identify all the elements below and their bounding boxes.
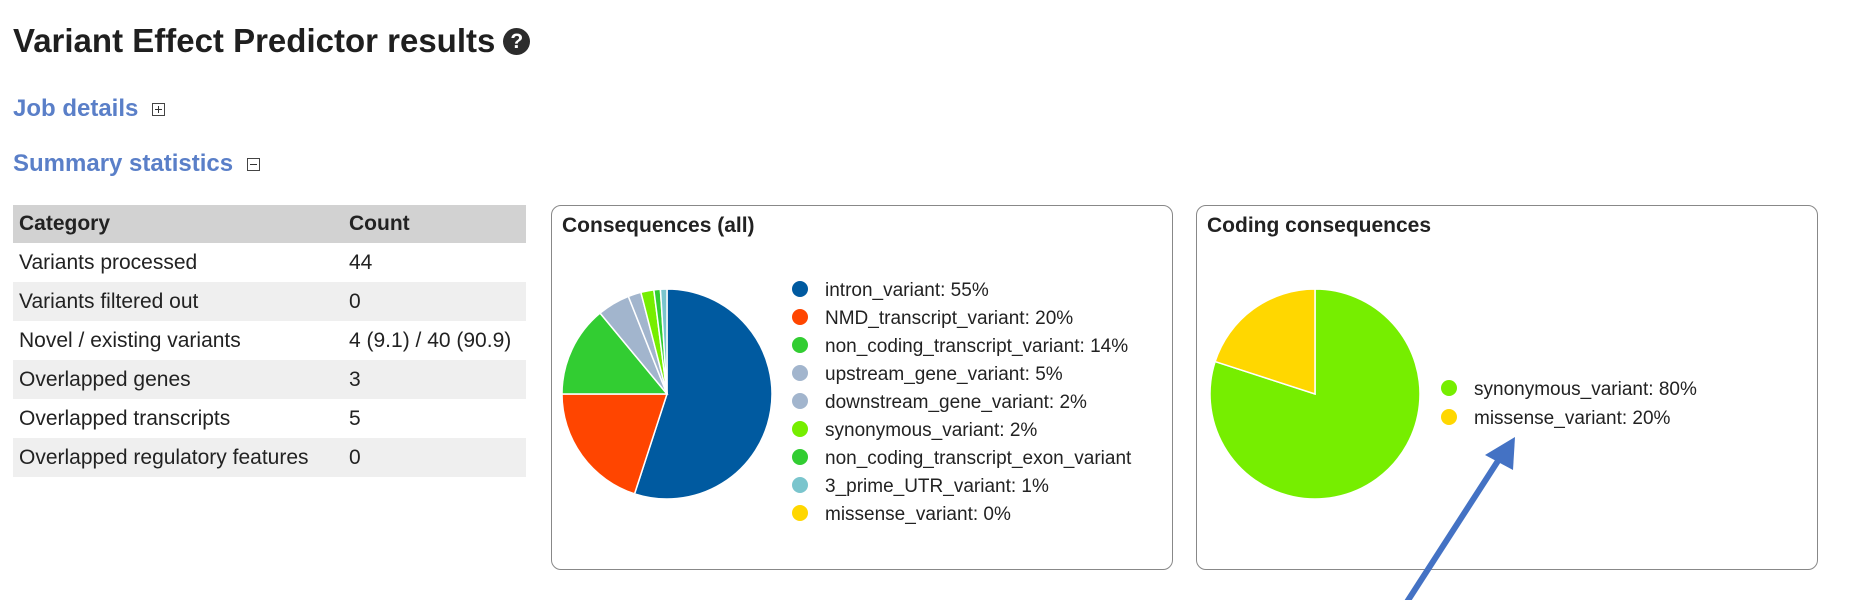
row-category: Overlapped regulatory features xyxy=(13,438,343,477)
legend-swatch xyxy=(792,281,808,297)
legend-swatch xyxy=(792,393,808,409)
row-category: Overlapped transcripts xyxy=(19,406,231,430)
row-category: Variants processed xyxy=(19,250,198,274)
consequences-all-panel: intron_variant: 55% NMD_transcript_varian… xyxy=(551,205,1173,570)
table-row: Overlapped regulatory features 0 xyxy=(13,438,526,477)
row-category: Novel / existing variants xyxy=(19,328,241,352)
legend-swatch xyxy=(792,309,808,325)
coding-consequences-chart: synonymous_variant: 80% missense_variant:… xyxy=(1209,288,1697,500)
legend-label: synonymous_variant: 2% xyxy=(825,420,1037,441)
legend-swatch xyxy=(792,365,808,381)
legend-label: intron_variant: 55% xyxy=(825,280,989,301)
pie-slice[interactable] xyxy=(1209,288,1421,500)
page-title-text: Variant Effect Predictor results xyxy=(13,22,496,59)
coding-consequences-panel: synonymous_variant: 80% missense_variant:… xyxy=(1196,205,1818,570)
summary-statistics-label[interactable]: Summary statistics xyxy=(13,150,234,177)
pie-slice[interactable] xyxy=(659,288,668,395)
expand-icon[interactable] xyxy=(152,102,166,116)
legend-swatch xyxy=(1441,409,1457,425)
row-count: 44 xyxy=(349,250,373,274)
row-count: 0 xyxy=(343,282,526,321)
legend-label: non_coding_transcript_variant: 14% xyxy=(825,336,1128,357)
row-count: 5 xyxy=(349,406,361,430)
summary-statistics-toggle[interactable]: Summary statistics xyxy=(13,150,261,178)
legend-label: synonymous_variant: 80% xyxy=(1474,379,1697,400)
legend-label: missense_variant: 20% xyxy=(1474,408,1671,429)
table-row: Variants filtered out 0 xyxy=(13,282,526,321)
table-header-row: Category Count xyxy=(13,205,526,243)
legend-swatch xyxy=(792,477,808,493)
page-title: Variant Effect Predictor results ? xyxy=(13,22,531,60)
consequences-all-chart: intron_variant: 55% NMD_transcript_varian… xyxy=(561,280,1132,525)
row-count: 0 xyxy=(343,438,526,477)
summary-stats-table: Category Count Variants processed 44 Var… xyxy=(13,205,526,477)
legend-label: missense_variant: 0% xyxy=(825,504,1011,525)
table-row: Overlapped genes 3 xyxy=(13,360,526,399)
legend-swatch xyxy=(1441,380,1457,396)
row-count: 4 (9.1) / 40 (90.9) xyxy=(349,328,512,352)
header-count: Count xyxy=(343,205,526,243)
row-count: 3 xyxy=(343,360,526,399)
pie-slice[interactable] xyxy=(633,288,773,500)
job-details-toggle[interactable]: Job details xyxy=(13,95,166,123)
table-row: Novel / existing variants 4 (9.1) / 40 (… xyxy=(13,321,526,360)
row-category: Variants filtered out xyxy=(13,282,343,321)
legend-swatch xyxy=(792,337,808,353)
legend-swatch xyxy=(792,449,808,465)
help-icon[interactable]: ? xyxy=(503,27,531,55)
pie-slice[interactable] xyxy=(561,393,669,495)
legend-swatch xyxy=(792,421,808,437)
job-details-label[interactable]: Job details xyxy=(13,95,139,122)
table-row: Variants processed 44 xyxy=(13,243,526,282)
pie-slice[interactable] xyxy=(561,312,669,395)
consequences-all-title: Consequences (all) xyxy=(562,214,755,237)
collapse-icon[interactable] xyxy=(247,157,261,171)
legend-label: downstream_gene_variant: 2% xyxy=(825,392,1087,413)
row-category: Overlapped genes xyxy=(13,360,343,399)
coding-consequences-title: Coding consequences xyxy=(1207,214,1432,237)
table-row: Overlapped transcripts 5 xyxy=(13,399,526,438)
legend-label: NMD_transcript_variant: 20% xyxy=(825,308,1073,329)
legend-label: upstream_gene_variant: 5% xyxy=(825,364,1063,385)
legend-label: 3_prime_UTR_variant: 1% xyxy=(825,476,1049,497)
header-category: Category xyxy=(13,205,343,243)
legend-swatch xyxy=(792,505,808,521)
pie-slice[interactable] xyxy=(1214,288,1316,396)
legend-label: non_coding_transcript_exon_variant xyxy=(825,448,1132,469)
